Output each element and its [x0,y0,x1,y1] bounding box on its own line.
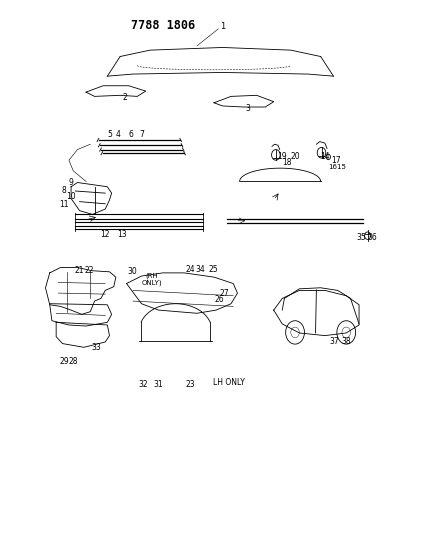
Text: 31: 31 [154,380,163,389]
Text: (RH: (RH [146,273,158,279]
Text: 7788 1806: 7788 1806 [131,19,195,33]
Text: 12: 12 [101,230,110,239]
Text: 29: 29 [59,357,68,366]
Text: 7: 7 [139,130,144,139]
Text: 30: 30 [127,268,137,276]
Text: 27: 27 [220,288,229,297]
Text: 1: 1 [220,22,225,31]
Text: 34: 34 [196,265,205,273]
Text: 36: 36 [367,233,377,242]
Text: 9: 9 [68,178,74,187]
Text: 33: 33 [92,343,101,352]
Text: 10: 10 [66,192,76,201]
Text: 1615: 1615 [328,164,346,169]
Text: 8: 8 [62,186,66,195]
Text: 32: 32 [139,380,149,389]
Text: 5: 5 [107,130,112,139]
Text: 21: 21 [75,266,84,275]
Text: LH ONLY: LH ONLY [213,378,245,387]
Text: 35: 35 [356,233,366,242]
Text: 38: 38 [342,337,351,346]
Text: 4: 4 [116,130,120,139]
Text: 28: 28 [68,357,78,366]
Text: 25: 25 [208,265,218,273]
Text: 6: 6 [128,130,133,139]
Text: 17: 17 [331,156,340,165]
Text: 37: 37 [330,337,339,346]
Text: 24: 24 [186,265,195,273]
Text: 3: 3 [246,103,250,112]
Text: 22: 22 [85,266,94,275]
Text: 26: 26 [215,295,224,304]
Text: 23: 23 [186,380,195,389]
Text: 13: 13 [117,230,127,239]
Text: 11: 11 [59,200,68,209]
Text: 19: 19 [277,152,287,161]
Text: 14: 14 [320,152,330,161]
Text: 2: 2 [122,93,127,102]
Text: ONLY): ONLY) [142,279,163,286]
Text: 18: 18 [282,158,291,167]
Text: 20: 20 [290,152,300,161]
